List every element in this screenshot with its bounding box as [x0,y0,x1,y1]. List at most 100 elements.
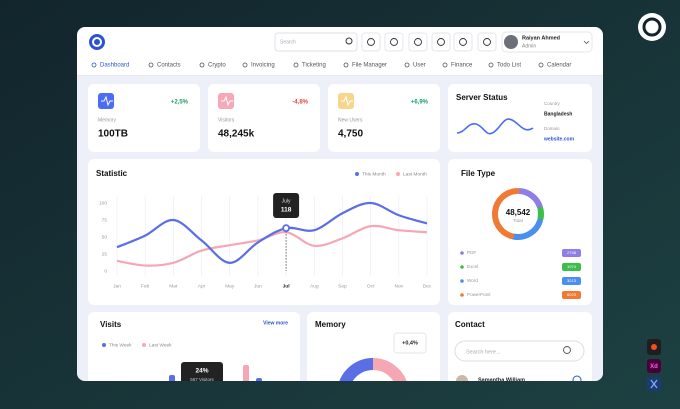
y-tick-label: 25 [102,251,108,257]
header-icon-button[interactable] [408,32,428,52]
file-type-value: 2748 [567,250,577,255]
server-label: Domain [544,126,560,131]
stat-icon-pulse [101,95,113,107]
stat-icon-pulse [221,95,233,107]
y-tick-label: 50 [102,234,108,240]
visits-tooltip-percent: 24% [195,368,208,375]
stat-label: New Users [338,117,363,123]
x-tick-label: Nov [395,283,404,289]
search-icon [345,37,353,45]
file-type-badge [562,277,581,285]
legend-label: Last Week [149,342,172,348]
header-icon-button[interactable] [453,32,473,52]
user-menu[interactable] [501,31,593,53]
header-icon-button[interactable] [361,32,381,52]
y-tick-label: 100 [99,200,107,206]
search-placeholder: Search [280,39,296,45]
tooltip-marker [282,224,290,233]
header-icon [483,38,491,46]
stat-change: -4,8% [292,100,308,106]
stat-icon [338,93,354,109]
x-tick-label: May [225,283,235,289]
stat-value: 100TB [98,129,128,140]
header-icon [459,38,467,46]
header-icon-button[interactable] [431,32,451,52]
x-icon-mark [650,379,658,389]
user-chevron [583,40,590,45]
nav-icon [91,62,97,68]
nav-item: File Manager [352,63,387,69]
search-box[interactable] [274,32,358,52]
x-tick-label: Apr [198,283,206,289]
server-sparkline [456,118,534,135]
figma-dot [651,344,657,350]
legend-swatch [355,172,359,176]
stat-change: +6,9% [411,100,429,106]
nav-item: User [413,63,426,69]
x-tick-label: Mar [169,283,178,289]
file-type-badge [562,263,581,271]
legend-swatch [460,293,464,297]
contact-search[interactable] [454,340,585,362]
server-value: Bangladesh [544,111,572,117]
card-title: Memory [315,320,346,329]
x-tick-label: Jul [283,283,290,289]
legend-label: Last Month [403,171,427,177]
stat-icon [218,93,234,109]
nav-item: Contacts [157,63,181,69]
legend-swatch [142,343,146,347]
legend-swatch [396,172,400,176]
nav-item: Todo List [497,63,521,69]
header-icon-button[interactable] [384,32,404,52]
donut-segment [516,188,543,211]
file-type-value: 1074 [567,264,577,269]
visits-tooltip [181,362,223,381]
file-type-badge [562,249,581,257]
legend-swatch [460,265,464,269]
memory-donut-pink [372,358,409,381]
x-tick-label: Dec [423,283,432,289]
contact-action [572,375,582,381]
server-label: Country [544,101,561,106]
contact-search-icon [563,346,571,354]
card-title: Server Status [456,93,508,102]
xd-label: Xd [650,364,658,370]
nav-item: Dashboard [100,63,129,69]
file-type-badge [562,291,581,299]
contact-avatar [456,375,468,381]
tooltip-value: 118 [281,207,292,214]
contact-search-placeholder: Search here... [466,349,501,355]
contact-name: Samantha William [478,377,525,383]
file-type-name: Excel [467,264,478,269]
nav-item: Crypto [208,63,226,69]
tooltip-month: July [282,198,291,204]
stat-label: Visitors [218,117,235,123]
donut-total-label: Total [513,218,523,223]
nav-icon [242,62,248,68]
nav-icon [199,62,205,68]
app-logo [89,34,105,50]
x-tick-label: Oct [367,283,375,289]
x-tick-label: Feb [141,283,150,289]
donut-total: 48,542 [506,208,531,217]
user-avatar [504,35,518,49]
file-type-value: 6025 [567,292,577,297]
brand-logo [638,13,666,41]
donut-segment [510,218,543,240]
app-logo-inner [92,37,102,47]
stat-card [328,84,440,152]
file-type-value: 3213 [567,278,577,283]
legend-swatch [460,251,464,255]
stat-icon-pulse [341,95,353,107]
file-type-card [448,159,592,305]
stat-icon [98,93,114,109]
nav-item: Calendar [547,63,571,69]
header-icon [367,38,375,46]
nav-icon [343,62,349,68]
visits-bar [243,365,249,381]
file-type-name: Word [467,278,478,283]
header-icon-button[interactable] [477,32,497,52]
nav-item: Ticketing [302,63,326,69]
visits-bar [169,375,175,381]
